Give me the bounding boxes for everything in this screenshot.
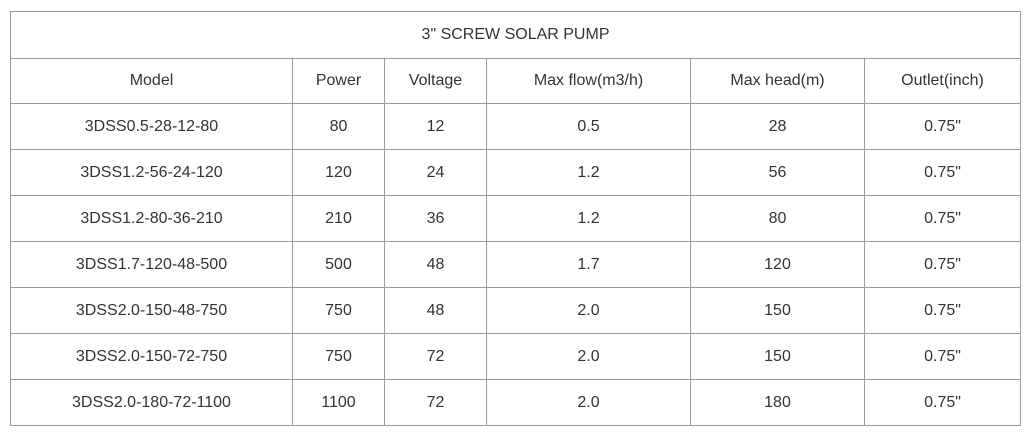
cell-model: 3DSS2.0-180-72-1100 [10, 379, 293, 426]
table-row: 3DSS0.5-28-12-80 80 12 0.5 28 0.75" [10, 103, 1022, 150]
header-power: Power [292, 58, 385, 104]
cell-max-head: 80 [690, 195, 865, 242]
cell-max-head: 56 [690, 149, 865, 196]
cell-power: 210 [292, 195, 385, 242]
cell-max-flow: 1.2 [486, 149, 691, 196]
cell-model: 3DSS1.7-120-48-500 [10, 241, 293, 288]
cell-max-head: 150 [690, 333, 865, 380]
cell-voltage: 48 [384, 241, 487, 288]
cell-model: 3DSS2.0-150-72-750 [10, 333, 293, 380]
header-outlet: Outlet(inch) [863, 58, 1022, 104]
cell-max-head: 28 [690, 103, 865, 150]
cell-max-head: 150 [690, 287, 865, 334]
table-row: 3DSS2.0-150-72-750 750 72 2.0 150 0.75" [10, 333, 1022, 380]
cell-outlet: 0.75" [863, 379, 1022, 426]
header-max-flow: Max flow(m3/h) [486, 58, 691, 104]
cell-voltage: 72 [384, 379, 487, 426]
cell-max-head: 120 [690, 241, 865, 288]
cell-voltage: 12 [384, 103, 487, 150]
cell-max-flow: 2.0 [486, 333, 691, 380]
cell-max-flow: 1.2 [486, 195, 691, 242]
cell-max-flow: 2.0 [486, 287, 691, 334]
table-wrapper: 3" SCREW SOLAR PUMP Model Power Voltage … [9, 11, 1022, 426]
table-row: 3DSS1.2-56-24-120 120 24 1.2 56 0.75" [10, 149, 1022, 196]
cell-model: 3DSS0.5-28-12-80 [10, 103, 293, 150]
cell-power: 500 [292, 241, 385, 288]
cell-model: 3DSS2.0-150-48-750 [10, 287, 293, 334]
cell-outlet: 0.75" [863, 103, 1022, 150]
cell-max-flow: 2.0 [486, 379, 691, 426]
cell-model: 3DSS1.2-56-24-120 [10, 149, 293, 196]
cell-max-flow: 0.5 [486, 103, 691, 150]
cell-outlet: 0.75" [863, 333, 1022, 380]
cell-outlet: 0.75" [863, 195, 1022, 242]
cell-voltage: 72 [384, 333, 487, 380]
header-max-head: Max head(m) [690, 58, 865, 104]
pump-spec-table: 3" SCREW SOLAR PUMP Model Power Voltage … [9, 11, 1022, 426]
table-row: 3DSS1.7-120-48-500 500 48 1.7 120 0.75" [10, 241, 1022, 288]
table-title-row: 3" SCREW SOLAR PUMP [9, 11, 1022, 59]
cell-max-head: 180 [690, 379, 865, 426]
header-voltage: Voltage [384, 58, 487, 104]
cell-power: 750 [292, 333, 385, 380]
table-row: 3DSS2.0-180-72-1100 1100 72 2.0 180 0.75… [10, 379, 1022, 426]
cell-power: 120 [292, 149, 385, 196]
table-title: 3" SCREW SOLAR PUMP [9, 11, 1022, 59]
table-header-row: Model Power Voltage Max flow(m3/h) Max h… [10, 58, 1022, 104]
cell-model: 3DSS1.2-80-36-210 [10, 195, 293, 242]
cell-max-flow: 1.7 [486, 241, 691, 288]
cell-outlet: 0.75" [863, 149, 1022, 196]
cell-power: 750 [292, 287, 385, 334]
cell-power: 80 [292, 103, 385, 150]
cell-outlet: 0.75" [863, 241, 1022, 288]
table-row: 3DSS2.0-150-48-750 750 48 2.0 150 0.75" [10, 287, 1022, 334]
cell-power: 1100 [292, 379, 385, 426]
table-row: 3DSS1.2-80-36-210 210 36 1.2 80 0.75" [10, 195, 1022, 242]
header-model: Model [10, 58, 293, 104]
cell-voltage: 36 [384, 195, 487, 242]
cell-outlet: 0.75" [863, 287, 1022, 334]
cell-voltage: 48 [384, 287, 487, 334]
cell-voltage: 24 [384, 149, 487, 196]
